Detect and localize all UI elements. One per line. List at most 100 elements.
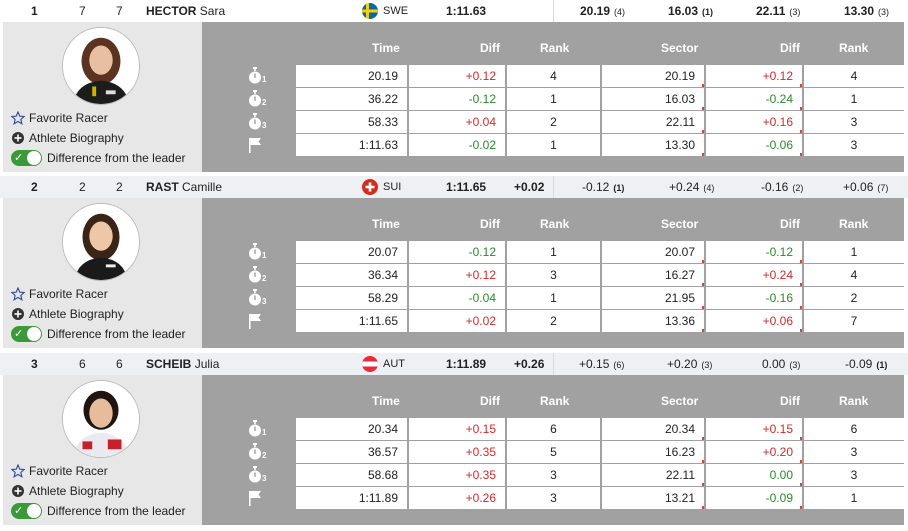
split-diff: +0.04: [409, 111, 505, 133]
col-sector-rank: Rank: [839, 41, 869, 55]
racer-summary-row[interactable]: 1 7 7 HECTOR Sara SWE 1:11.63 20.19 (4) 1…: [0, 0, 908, 22]
sector-rank: 1: [804, 487, 904, 509]
sector-rank: 4: [804, 264, 904, 286]
split-diff: -0.12: [409, 241, 505, 263]
col-diff: Diff: [480, 394, 500, 408]
sector-diff: 0.00: [706, 464, 802, 486]
summary-sector-2: +0.20 (3): [667, 357, 713, 371]
plus-circle-icon: [11, 484, 25, 498]
split-rank: 3: [507, 487, 600, 509]
toggle-on-icon[interactable]: ✓: [11, 503, 42, 519]
flag-sui-icon: [362, 179, 378, 195]
sector-time: 22.11: [602, 464, 704, 486]
split-diff: +0.35: [409, 441, 505, 463]
col-rank: Rank: [540, 394, 570, 408]
table-row: 20.19 +0.12 4 20.19 +0.12 4: [296, 65, 904, 87]
col-sector-diff: Diff: [780, 41, 800, 55]
table-row: 58.33 +0.04 2 22.11 +0.16 3: [296, 111, 904, 133]
racer-country: SWE: [383, 5, 409, 17]
col-diff: Diff: [480, 41, 500, 55]
stopwatch-icon: 2: [247, 443, 266, 461]
col-sector: Sector: [661, 41, 699, 55]
split-rank: 1: [507, 241, 600, 263]
racer-total-diff: +0.26: [514, 357, 545, 371]
racer-name[interactable]: SCHEIB Julia: [146, 357, 220, 371]
racer-bib: 7: [79, 4, 86, 18]
favorite-racer-link[interactable]: Favorite Racer: [10, 463, 108, 478]
star-outline-icon: [10, 463, 26, 478]
sector-diff: +0.20: [706, 441, 802, 463]
racer-name[interactable]: RAST Camille: [146, 180, 223, 194]
racer-rank: 1: [31, 4, 38, 18]
col-rank: Rank: [540, 217, 570, 231]
difference-toggle[interactable]: ✓ Difference from the leader: [11, 150, 186, 166]
stopwatch-icon: 1: [247, 243, 266, 261]
sector-rank: 2: [804, 287, 904, 309]
racer-rank: 2: [31, 180, 38, 194]
stopwatch-icon: 3: [247, 289, 266, 307]
racer-start: 7: [116, 4, 123, 18]
difference-toggle[interactable]: ✓ Difference from the leader: [11, 326, 186, 342]
racer-summary-row[interactable]: 2 2 2 RAST Camille SUI 1:11.65 +0.02 -0.…: [0, 176, 908, 198]
racer-total-time: 1:11.63: [446, 4, 487, 18]
flag-aut-icon: [362, 356, 378, 372]
athlete-biography-link[interactable]: Athlete Biography: [11, 307, 124, 321]
split-time: 20.07: [296, 241, 407, 263]
split-time: 1:11.89: [296, 487, 407, 509]
split-diff: +0.12: [409, 264, 505, 286]
sector-time: 16.27: [602, 264, 704, 286]
splits-panel: Time Diff Rank Sector Diff Rank 1 20.19 +0…: [202, 22, 904, 172]
racer-total-time: 1:11.89: [446, 357, 487, 371]
split-diff: +0.15: [409, 418, 505, 440]
sector-time: 20.07: [602, 241, 704, 263]
stopwatch-icon: 1: [247, 420, 266, 438]
racer-country: SUI: [383, 181, 402, 193]
sector-time: 13.30: [602, 134, 704, 156]
racer-start: 6: [116, 357, 123, 371]
sector-rank: 1: [804, 241, 904, 263]
toggle-on-icon[interactable]: ✓: [11, 150, 42, 166]
racer-bib: 2: [79, 180, 86, 194]
racer-detail: Favorite Racer Athlete Biography ✓ Diffe…: [3, 198, 904, 348]
summary-sector-4: -0.09 (1): [845, 357, 888, 371]
sector-time: 13.36: [602, 310, 704, 332]
toggle-on-icon[interactable]: ✓: [11, 326, 42, 342]
split-diff: +0.26: [409, 487, 505, 509]
table-row: 58.68 +0.35 3 22.11 0.00 3: [296, 464, 904, 486]
sector-rank: 1: [804, 88, 904, 110]
sector-rank: 6: [804, 418, 904, 440]
table-row: 1:11.63 -0.02 1 13.30 -0.06 3: [296, 134, 904, 156]
sector-time: 13.21: [602, 487, 704, 509]
favorite-racer-link[interactable]: Favorite Racer: [10, 110, 108, 125]
athlete-panel: Favorite Racer Athlete Biography ✓ Diffe…: [3, 375, 202, 525]
sector-diff: +0.12: [706, 65, 802, 87]
difference-toggle[interactable]: ✓ Difference from the leader: [11, 503, 186, 519]
sector-diff: -0.12: [706, 241, 802, 263]
col-rank: Rank: [540, 41, 570, 55]
athlete-biography-link[interactable]: Athlete Biography: [11, 484, 124, 498]
split-time: 20.19: [296, 65, 407, 87]
racer-bib: 6: [79, 357, 86, 371]
split-rank: 1: [507, 134, 600, 156]
sector-rank: 3: [804, 111, 904, 133]
summary-sector-1: -0.12 (1): [582, 180, 625, 194]
split-rank: 3: [507, 464, 600, 486]
split-diff: +0.35: [409, 464, 505, 486]
split-rank: 6: [507, 418, 600, 440]
table-row: 58.29 -0.04 1 21.95 -0.16 2: [296, 287, 904, 309]
racer-summary-row[interactable]: 3 6 6 SCHEIB Julia AUT 1:11.89 +0.26 +0.…: [0, 353, 908, 375]
favorite-racer-link[interactable]: Favorite Racer: [10, 286, 108, 301]
star-outline-icon: [10, 110, 26, 125]
split-diff: -0.04: [409, 287, 505, 309]
split-time: 58.33: [296, 111, 407, 133]
sector-time: 22.11: [602, 111, 704, 133]
summary-sector-4: +0.06 (7): [843, 180, 889, 194]
racer-name[interactable]: HECTOR Sara: [146, 4, 226, 18]
split-rank: 5: [507, 441, 600, 463]
stopwatch-icon: 2: [247, 90, 266, 108]
athlete-biography-link[interactable]: Athlete Biography: [11, 131, 124, 145]
stopwatch-icon: 3: [247, 113, 266, 131]
table-row: 36.22 -0.12 1 16.03 -0.24 1: [296, 88, 904, 110]
col-sector-rank: Rank: [839, 217, 869, 231]
sector-diff: +0.24: [706, 264, 802, 286]
